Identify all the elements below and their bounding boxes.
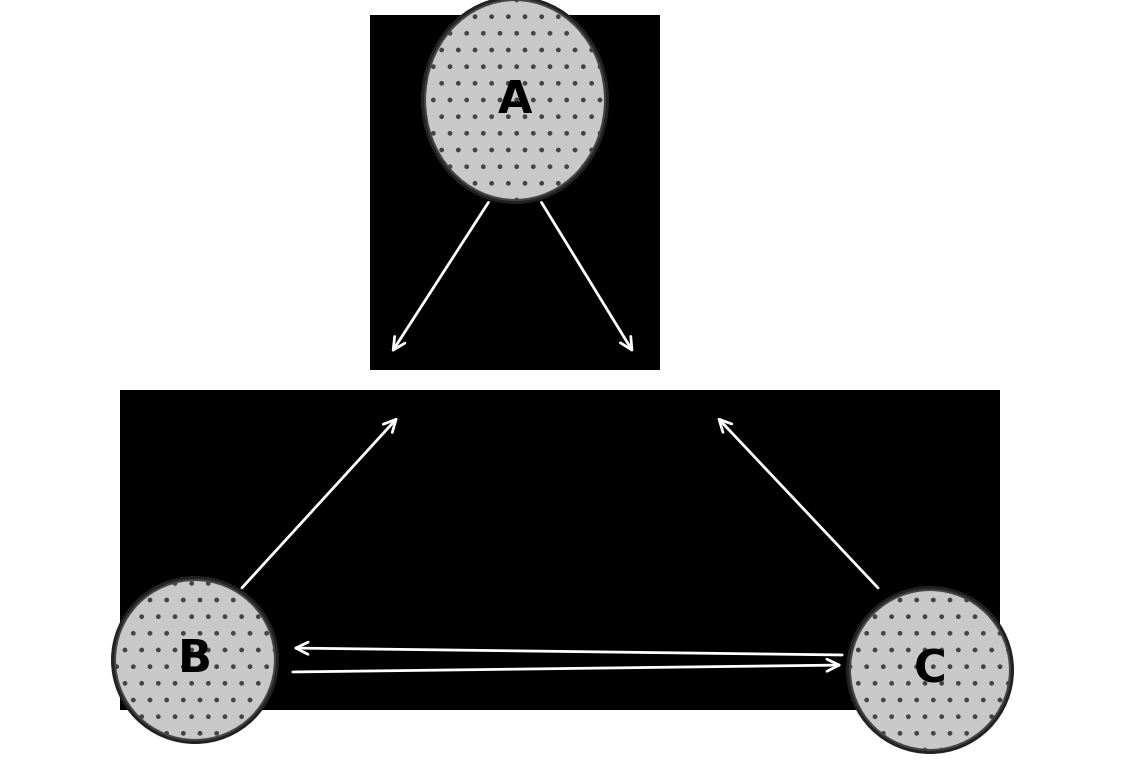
Bar [370, 15, 660, 370]
Ellipse shape [425, 0, 605, 200]
Text: A: A [498, 79, 532, 122]
Text: C: C [914, 649, 946, 692]
Ellipse shape [421, 0, 609, 204]
Ellipse shape [115, 580, 275, 740]
Ellipse shape [846, 586, 1015, 754]
Bar [120, 390, 1000, 710]
Ellipse shape [111, 576, 279, 744]
Ellipse shape [850, 590, 1010, 750]
Text: B: B [178, 639, 212, 682]
